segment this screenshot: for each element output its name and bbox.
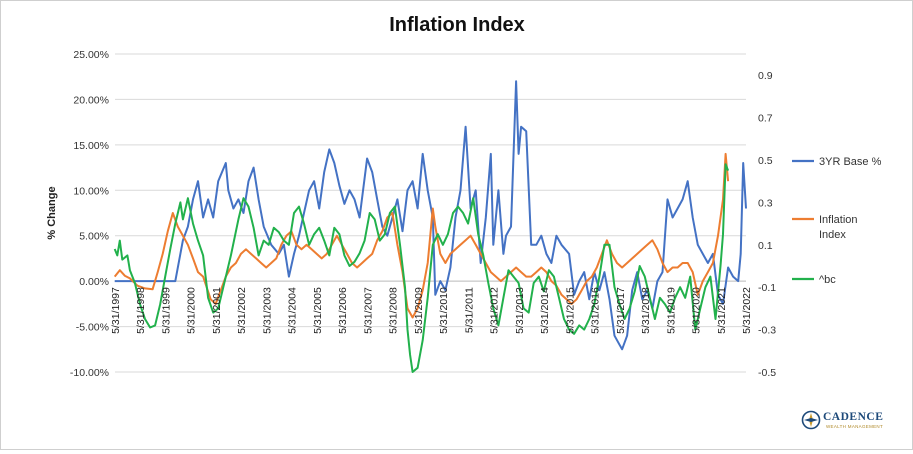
y2-tick-label: 0.1: [758, 240, 773, 252]
y-tick-label: 5.00%: [79, 231, 109, 243]
x-tick-label: 5/31/1999: [161, 287, 173, 334]
x-tick-label: 5/31/1997: [110, 287, 122, 334]
series-line-2: [113, 163, 730, 373]
x-tick-label: 5/31/2009: [413, 287, 425, 334]
y2-tick-label: 0.7: [758, 113, 773, 125]
logo-name: CADENCE: [823, 411, 884, 423]
x-tick-label: 5/31/2021: [716, 287, 728, 334]
y2-tick-label: 0.9: [758, 70, 773, 82]
legend-label-0: 3YR Base %: [819, 156, 882, 168]
compass-logo-icon: [801, 410, 821, 430]
x-tick-label: 5/31/2000: [186, 287, 198, 334]
y-tick-label: 20.00%: [73, 94, 109, 106]
y-tick-label: 10.00%: [73, 185, 109, 197]
x-tick-label: 5/31/2004: [287, 287, 299, 334]
x-tick-label: 5/31/2002: [236, 287, 248, 334]
y-tick-label: 25.00%: [73, 49, 109, 61]
y-tick-label: -10.00%: [70, 367, 109, 379]
y-axis-ticks: 25.00% 20.00% 15.00% 10.00% 5.00% 0.00% -5.00%…: [70, 49, 109, 379]
y-axis-title: % Change: [46, 186, 58, 239]
x-tick-label: 5/31/2017: [615, 287, 627, 334]
chart-title: Inflation Index: [389, 14, 525, 36]
cadence-logo: CADENCE WEALTH MANAGEMENT: [801, 409, 891, 435]
x-tick-label: 5/31/2005: [312, 287, 324, 334]
x-tick-label: 5/31/2020: [691, 287, 703, 334]
x-tick-label: 5/31/2001: [211, 287, 223, 334]
x-tick-label: 5/31/2022: [741, 287, 753, 334]
x-tick-label: 5/31/2013: [514, 287, 526, 334]
x-tick-label: 5/31/2018: [640, 287, 652, 334]
x-tick-label: 5/31/2010: [438, 287, 450, 334]
x-tick-label: 5/31/2003: [261, 287, 273, 334]
x-tick-label: 5/31/2015: [564, 287, 576, 334]
x-tick-label: 5/31/2012: [489, 287, 501, 334]
y2-axis-ticks: 0.9 0.7 0.5 0.3 0.1 -0.1 -0.3 -0.5: [758, 70, 776, 379]
y2-tick-label: -0.1: [758, 282, 776, 294]
plot-lines: [113, 80, 747, 373]
y2-tick-label: 0.5: [758, 155, 773, 167]
y-tick-label: 0.00%: [79, 276, 109, 288]
y2-tick-label: 0.3: [758, 197, 773, 209]
x-tick-label: 5/31/2006: [337, 287, 349, 334]
x-tick-label: 5/31/2016: [590, 287, 602, 334]
series-line-0: [114, 80, 747, 351]
legend: 3YR Base % Inflation Index ^bc: [792, 156, 882, 286]
x-tick-label: 5/31/2019: [665, 287, 677, 334]
logo-tagline: WEALTH MANAGEMENT: [826, 424, 884, 429]
legend-label-2: ^bc: [819, 274, 836, 286]
legend-label-1: Inflation Index: [819, 214, 858, 241]
x-tick-label: 5/31/2011: [463, 287, 475, 333]
x-tick-label: 5/31/1998: [135, 287, 147, 334]
y-tick-label: 15.00%: [73, 140, 109, 152]
x-tick-label: 5/31/2007: [362, 287, 374, 334]
x-tick-label: 5/31/2014: [539, 287, 551, 334]
y-tick-label: -5.00%: [76, 322, 109, 334]
x-tick-label: 5/31/2008: [388, 287, 400, 334]
x-axis-ticks: 5/31/1997 5/31/1998 5/31/1999 5/31/2000 5/31…: [110, 287, 753, 334]
y2-tick-label: -0.5: [758, 367, 776, 379]
y2-tick-label: -0.3: [758, 325, 776, 337]
